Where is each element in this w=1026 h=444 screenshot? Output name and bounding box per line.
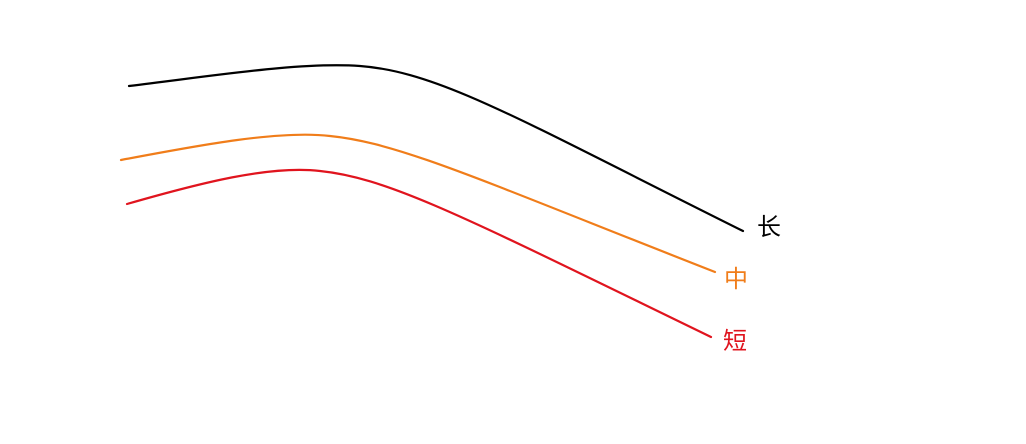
curve-label: 长: [757, 213, 781, 241]
curve-label: 中: [724, 265, 748, 293]
curve: [119, 133, 717, 274]
curve-label: 短: [723, 327, 747, 355]
curve: [127, 64, 745, 233]
curve: [125, 168, 713, 339]
